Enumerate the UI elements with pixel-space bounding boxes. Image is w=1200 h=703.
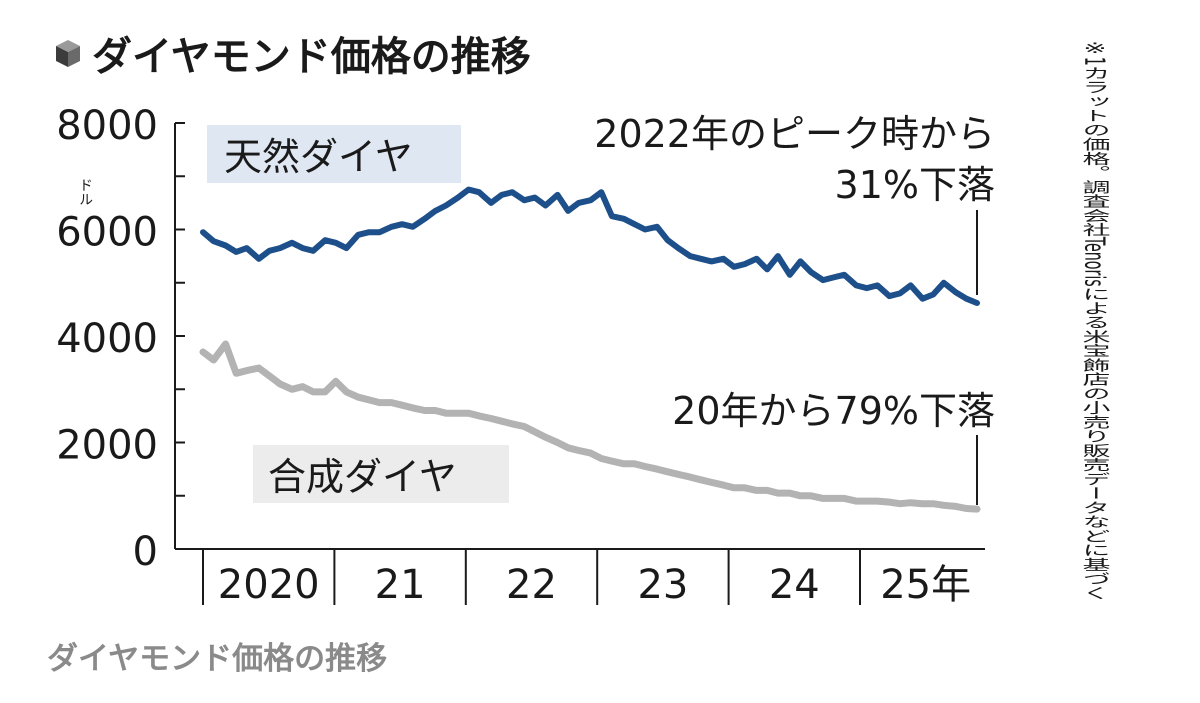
series-lines <box>199 186 981 513</box>
y-tick-label: 0 <box>133 529 158 575</box>
natural-annotation-line1: 2022年のピーク時から <box>594 112 995 156</box>
axes <box>174 122 985 550</box>
x-tick-label: 2020 <box>218 562 320 608</box>
y-tick-label: 6000 <box>56 210 158 256</box>
figure-caption: ダイヤモンド価格の推移 <box>47 641 388 677</box>
x-tick-label: 23 <box>637 562 688 608</box>
synthetic-label-box <box>253 445 509 503</box>
series-line-0 <box>200 186 980 306</box>
x-axis-ticks: 2020 21 22 23 24 25年 <box>202 549 971 608</box>
synthetic-annotation: 20年から79%下落 <box>672 389 995 433</box>
cube-icon <box>56 40 80 67</box>
x-tick-label: 21 <box>375 562 426 608</box>
series-line-1 <box>199 340 981 513</box>
chart-note: ※1カラットの価格。調査会社Tenorisによる米宝飾店の小売り販売データなどに… <box>1079 40 1112 600</box>
y-tick-label: 2000 <box>56 423 158 469</box>
x-tick-label: 24 <box>769 562 820 608</box>
diamond-price-chart: ダイヤモンド価格の推移 ※1カラットの価格。調査会社Tenorisによる米宝飾店… <box>56 34 1112 608</box>
y-tick-label: 8000 <box>56 103 158 149</box>
y-axis-ticks: 8000 6000 4000 2000 0 <box>56 103 158 575</box>
x-tick-label: 22 <box>506 562 557 608</box>
y-tick-label: 4000 <box>56 316 158 362</box>
natural-annotation-line2: 31%下落 <box>835 163 995 207</box>
chart-title: ダイヤモンド価格の推移 <box>92 34 531 80</box>
x-tick-label: 25年 <box>880 562 971 608</box>
natural-label-box <box>207 125 461 183</box>
natural-series-label: 天然ダイヤ <box>224 135 413 179</box>
synthetic-series-label: 合成ダイヤ <box>268 455 457 499</box>
y-unit-label: ドル <box>77 178 93 206</box>
